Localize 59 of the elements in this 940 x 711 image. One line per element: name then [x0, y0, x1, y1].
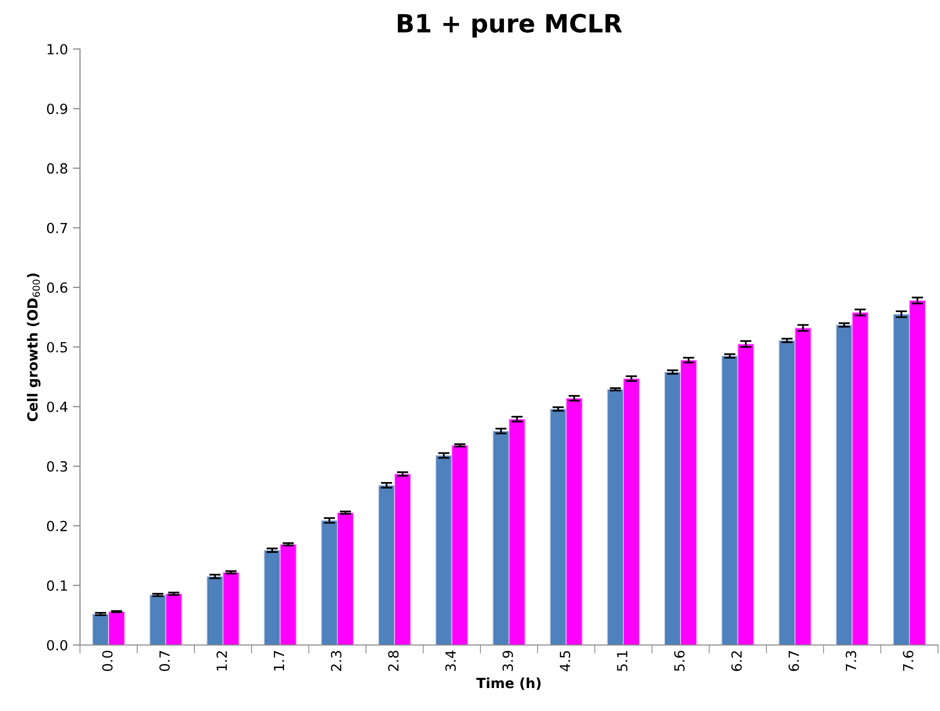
- x-tick-label: 7.6: [902, 650, 914, 671]
- bar: [264, 550, 281, 645]
- bar: [680, 360, 698, 645]
- x-axis-title: Time (h): [476, 678, 541, 690]
- bar: [550, 408, 567, 645]
- x-tick-label: 5.6: [674, 650, 685, 671]
- bar: [664, 372, 682, 645]
- y-tick-label: 0.4: [47, 402, 68, 412]
- bar: [394, 474, 412, 645]
- y-tick-label: 0.0: [47, 640, 68, 650]
- x-tick-label: 1.7: [274, 651, 284, 670]
- y-tick-label: 0.6: [47, 282, 68, 293]
- bar: [280, 544, 297, 645]
- x-tick-label: 3.4: [445, 650, 456, 671]
- y-axis-title: Cell growth (OD$_{600}$): [26, 273, 40, 422]
- y-tick-label: 0.2: [47, 520, 67, 532]
- x-tick-label: 6.2: [731, 651, 742, 671]
- y-tick-label: 0.5: [47, 342, 67, 352]
- bar: [721, 356, 738, 645]
- bar: [737, 344, 754, 645]
- y-tick-label: 0.1: [47, 580, 67, 591]
- bar: [836, 324, 853, 645]
- bar: [435, 455, 452, 645]
- bar: [622, 378, 640, 645]
- y-tick-label: 0.8: [47, 163, 68, 174]
- bar: [508, 418, 526, 645]
- x-tick-label: 2.8: [388, 650, 399, 671]
- chart-title: B1 + pure MCLR: [398, 14, 622, 38]
- bar: [149, 594, 166, 645]
- y-tick-label: 1.0: [48, 44, 68, 54]
- bar: [852, 312, 869, 645]
- x-tick-label: 1.2: [216, 651, 227, 670]
- bar: [892, 314, 910, 645]
- bar: [451, 444, 468, 645]
- x-tick-label: 3.9: [502, 650, 514, 671]
- x-tick-label: 2.3: [330, 650, 342, 671]
- x-tick-label: 5.1: [617, 651, 628, 671]
- x-tick-label: 6.7: [788, 651, 800, 671]
- x-tick-label: 4.5: [560, 651, 570, 672]
- bar: [492, 430, 510, 645]
- bar: [92, 614, 110, 645]
- bar: [108, 611, 126, 645]
- bar: [222, 572, 240, 645]
- y-tick-label: 0.3: [47, 461, 68, 472]
- y-tick-label: 0.9: [47, 104, 68, 114]
- bar: [378, 484, 396, 645]
- bar: [606, 388, 624, 645]
- x-tick-label: 0.0: [102, 650, 113, 672]
- y-tick-label: 0.7: [47, 222, 68, 234]
- x-tick-label: 7.3: [846, 650, 856, 671]
- bar: [566, 398, 583, 645]
- bar: [908, 300, 926, 645]
- bar: [336, 512, 354, 645]
- bar: [794, 328, 812, 645]
- bar: [206, 576, 224, 645]
- x-tick-label: 0.7: [159, 651, 170, 672]
- bar: [778, 340, 796, 645]
- bar: [165, 593, 182, 645]
- bar: [320, 520, 338, 645]
